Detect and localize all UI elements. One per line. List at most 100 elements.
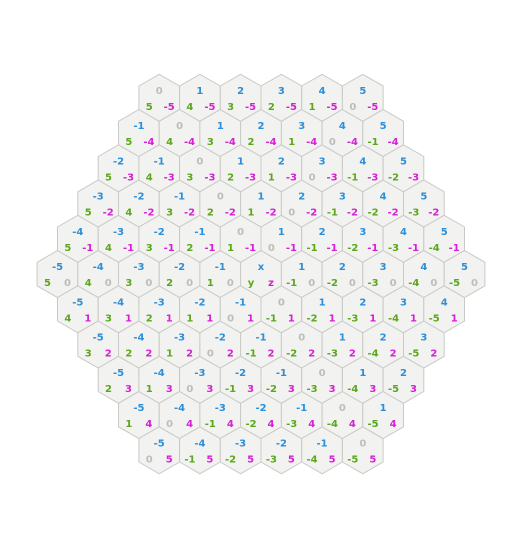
- hex-cell: 5-1 -4: [362, 108, 404, 158]
- coordinate-y: -2: [245, 419, 256, 430]
- coordinate-z: 2: [390, 349, 397, 360]
- coordinate-x: 2: [278, 156, 285, 167]
- coordinate-x: 1: [217, 121, 224, 132]
- coordinate-x: 3: [380, 262, 387, 273]
- coordinate-y: -1: [205, 419, 216, 430]
- coordinate-z: 0: [390, 278, 397, 289]
- coordinate-x: -2: [255, 403, 266, 414]
- coordinate-z: 4: [390, 419, 397, 430]
- coordinate-z: 0: [471, 278, 478, 289]
- coordinate-y: -4: [368, 349, 379, 360]
- coordinate-y: 0: [207, 349, 214, 360]
- coordinate-x: -1: [215, 262, 226, 273]
- coordinate-y: -5: [449, 278, 460, 289]
- coordinate-x: -1: [276, 368, 287, 379]
- coordinate-z: -1: [286, 243, 297, 254]
- coordinate-y: 4: [166, 137, 173, 148]
- coordinate-z: 3: [410, 384, 417, 395]
- coordinate-y: 1: [248, 208, 255, 219]
- coordinate-y: -3: [327, 349, 338, 360]
- coordinate-z: -1: [449, 243, 460, 254]
- coordinate-x: -2: [276, 438, 287, 449]
- hex-cell: -30 3: [179, 355, 221, 404]
- coordinate-x: -4: [174, 403, 185, 414]
- coordinate-z: -4: [265, 137, 276, 148]
- coordinate-x: 0: [319, 368, 326, 379]
- coordinate-x: -2: [133, 192, 144, 203]
- coordinate-y: 1: [207, 278, 214, 289]
- coordinate-x: 4: [359, 156, 366, 167]
- coordinate-x: -5: [113, 368, 124, 379]
- coordinate-x: 3: [400, 297, 407, 308]
- coordinate-x: 2: [258, 121, 265, 132]
- coordinate-x: -3: [194, 368, 205, 379]
- coordinate-y: 2: [227, 172, 234, 183]
- coordinate-x: 2: [298, 192, 305, 203]
- coordinate-z: 0: [227, 278, 234, 289]
- hex-cell: 14 -5: [179, 73, 221, 122]
- coordinate-x: -3: [93, 192, 104, 203]
- coordinate-z: -5: [286, 102, 297, 113]
- coordinate-y: -1: [307, 243, 318, 254]
- hex-cell: 32 -5: [260, 73, 303, 122]
- coordinate-x: 1: [258, 192, 265, 203]
- coordinate-x: 2: [380, 333, 387, 344]
- coordinate-z: 1: [247, 313, 254, 324]
- coordinate-z: 4: [349, 419, 356, 430]
- coordinate-x: -2: [215, 333, 226, 344]
- coordinate-x: -4: [194, 438, 205, 449]
- coordinate-y: 2: [146, 313, 153, 324]
- hex-cell: 23 -5: [219, 73, 262, 122]
- coordinate-y: 3: [146, 243, 153, 254]
- hex-cell: 5-3 -2: [403, 179, 445, 228]
- coordinate-y: -5: [347, 454, 358, 465]
- coordinate-z: 1: [451, 313, 458, 324]
- coordinate-y: -4: [327, 419, 338, 430]
- coordinate-x: 5: [359, 86, 366, 97]
- coordinate-z: -1: [204, 243, 215, 254]
- coordinate-x: -5: [93, 333, 104, 344]
- coordinate-x: 4: [400, 227, 407, 238]
- coordinate-z: 4: [145, 419, 152, 430]
- hex-cell: 1-5 4: [362, 390, 404, 440]
- coordinate-x: -1: [235, 297, 246, 308]
- coordinate-y: -1: [266, 313, 277, 324]
- coordinate-x: -1: [133, 121, 144, 132]
- coordinate-z: 2: [349, 349, 356, 360]
- coordinate-y: -3: [307, 384, 318, 395]
- coordinate-x: -4: [113, 297, 124, 308]
- coordinate-z: -1: [408, 243, 419, 254]
- coordinate-z: -5: [367, 102, 378, 113]
- coordinate-y: 3: [85, 349, 92, 360]
- coordinate-y: 0: [309, 172, 316, 183]
- coordinate-y: -2: [307, 313, 318, 324]
- coordinate-z: -4: [225, 137, 236, 148]
- coordinate-z: 3: [247, 384, 254, 395]
- coordinate-z: -5: [164, 102, 175, 113]
- coordinate-z: 0: [64, 278, 71, 289]
- coordinate-x: -3: [113, 227, 124, 238]
- coordinate-y: -4: [307, 454, 318, 465]
- coordinate-y: 5: [125, 137, 132, 148]
- coordinate-z: -2: [265, 208, 276, 219]
- coordinate-x: -1: [154, 156, 165, 167]
- coordinate-z: 3: [329, 384, 336, 395]
- coordinate-y: 1: [309, 102, 316, 113]
- coordinate-z: 1: [125, 313, 132, 324]
- coordinate-y: 1: [268, 172, 275, 183]
- coordinate-x: -4: [154, 368, 165, 379]
- coordinate-x: -4: [93, 262, 104, 273]
- coordinate-z: 3: [206, 384, 213, 395]
- coordinate-z: 3: [166, 384, 173, 395]
- coordinate-z: -5: [204, 102, 215, 113]
- coordinate-z: -4: [184, 137, 195, 148]
- coordinate-x: 0: [339, 403, 346, 414]
- coordinate-x: -1: [255, 333, 266, 344]
- coordinate-x: 5: [461, 262, 468, 273]
- coordinate-z: 1: [206, 313, 213, 324]
- coordinate-y: -3: [388, 243, 399, 254]
- coordinate-z: -2: [347, 208, 358, 219]
- coordinate-y: 5: [64, 243, 71, 254]
- coordinate-y: -2: [388, 172, 399, 183]
- coordinate-x: 2: [359, 297, 366, 308]
